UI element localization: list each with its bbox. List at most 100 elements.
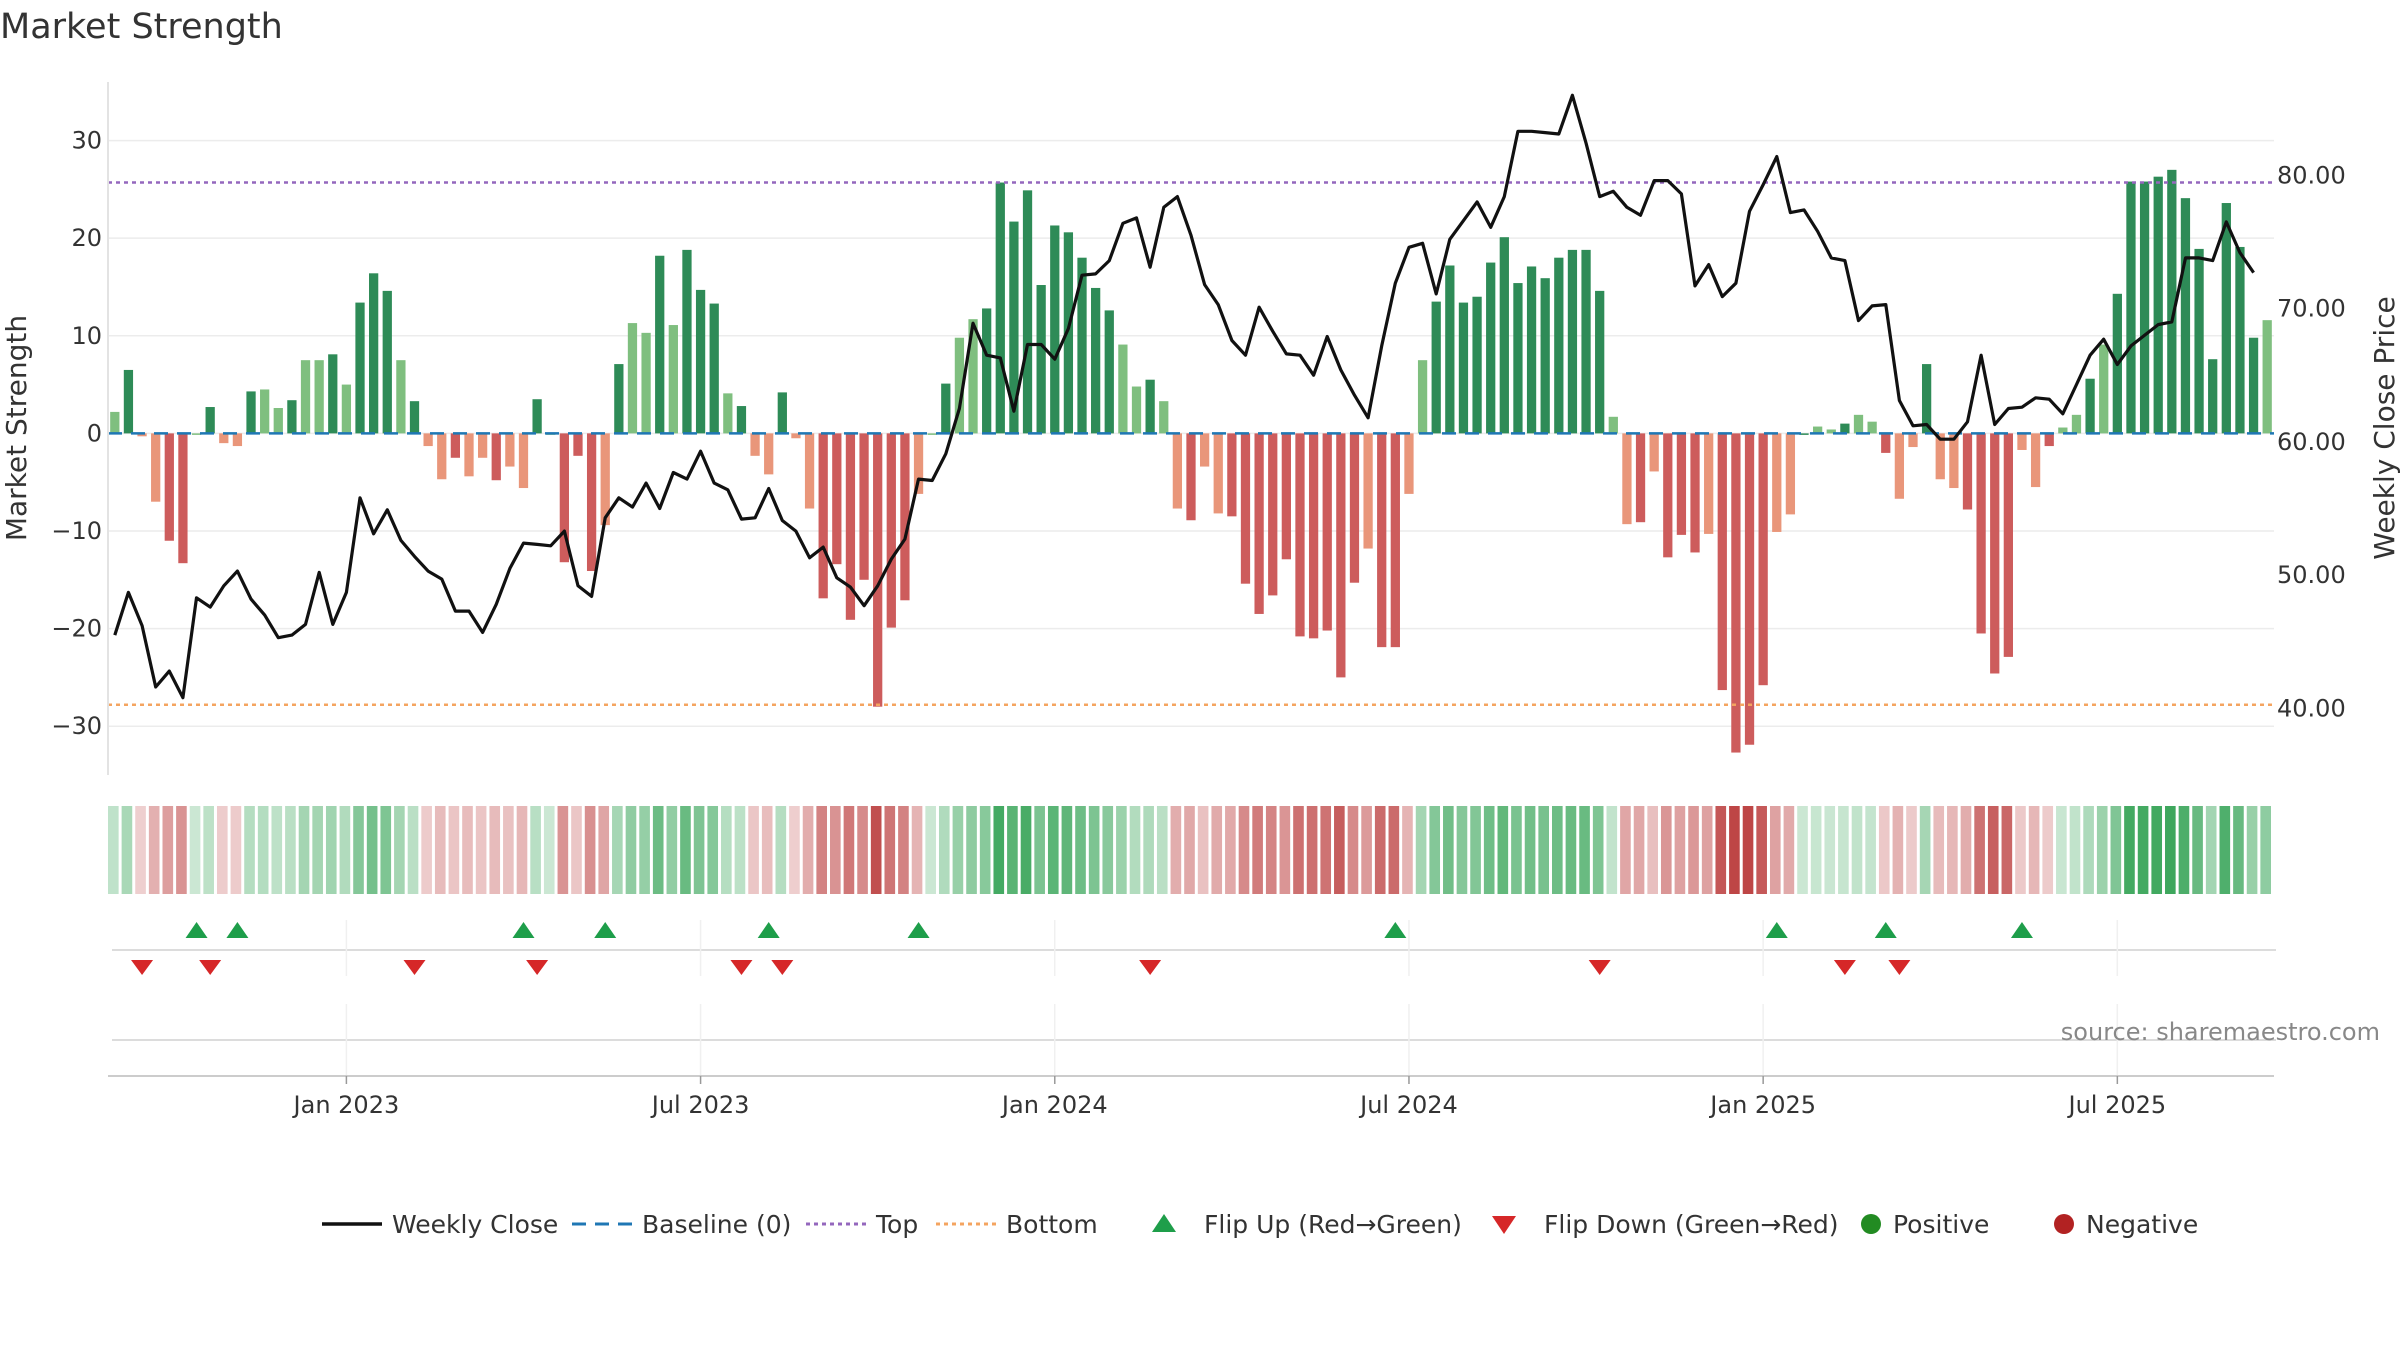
strength-bar bbox=[396, 360, 406, 434]
legend-label: Weekly Close bbox=[392, 1210, 558, 1239]
strength-bar bbox=[1908, 433, 1918, 448]
heat-cell bbox=[1279, 806, 1291, 894]
strength-bar bbox=[191, 433, 202, 435]
strength-bar bbox=[1104, 310, 1114, 434]
strength-bar bbox=[2262, 320, 2272, 434]
source-label: source: sharemaestro.com bbox=[2061, 1018, 2380, 1046]
heat-cell bbox=[884, 806, 896, 894]
strength-bar bbox=[437, 433, 447, 480]
strength-bar bbox=[1308, 433, 1319, 639]
heat-cell bbox=[938, 806, 950, 894]
legend-item: Negative bbox=[2054, 1210, 2198, 1239]
strength-bar bbox=[423, 433, 433, 447]
strength-bar bbox=[1404, 433, 1414, 494]
reference-lines bbox=[108, 181, 2274, 706]
strength-bar bbox=[804, 433, 815, 509]
strength-bar bbox=[260, 389, 270, 434]
strength-bar bbox=[1390, 433, 1400, 648]
heat-cell bbox=[1660, 806, 1672, 894]
heat-cell bbox=[1688, 806, 1699, 894]
strength-bar bbox=[1145, 379, 1155, 434]
heat-cell bbox=[1143, 806, 1154, 894]
heat-cell bbox=[584, 806, 596, 894]
strength-bar bbox=[1704, 433, 1714, 534]
strength-bar bbox=[1935, 433, 1945, 480]
strength-bar bbox=[2030, 433, 2041, 488]
flip-down-marker bbox=[1833, 960, 1856, 975]
heat-cell bbox=[830, 806, 841, 894]
strength-bar bbox=[1199, 433, 1210, 467]
strength-bar bbox=[1213, 433, 1223, 514]
heat-cell bbox=[870, 806, 882, 894]
heat-cell bbox=[1334, 806, 1345, 894]
heat-cell bbox=[2110, 806, 2122, 894]
strength-bar bbox=[1540, 278, 1550, 434]
strength-bar bbox=[1172, 433, 1183, 509]
heat-cell bbox=[693, 806, 705, 894]
strength-bar bbox=[341, 384, 352, 434]
heat-cell bbox=[121, 806, 133, 894]
strength-bar bbox=[1622, 433, 1632, 525]
heat-cell bbox=[707, 806, 719, 894]
strength-bar bbox=[968, 319, 978, 434]
strength-bar bbox=[151, 433, 161, 502]
strength-bar bbox=[954, 337, 965, 434]
strength-bar bbox=[886, 433, 896, 628]
heat-cell bbox=[857, 806, 868, 894]
strength-bar bbox=[1472, 296, 1482, 434]
strength-heat-strip bbox=[108, 806, 2271, 894]
strength-bar bbox=[2126, 181, 2136, 434]
heat-cell bbox=[1361, 806, 1372, 894]
strength-bar bbox=[791, 433, 801, 439]
strength-bar bbox=[1744, 433, 1755, 745]
heat-cell bbox=[1347, 806, 1359, 894]
heat-cell bbox=[2083, 806, 2094, 894]
heat-cell bbox=[366, 806, 378, 894]
heat-cell bbox=[1851, 806, 1863, 894]
strength-bar bbox=[369, 273, 379, 434]
strength-bar bbox=[2099, 344, 2109, 434]
heat-cell bbox=[216, 806, 228, 894]
strength-bar bbox=[1676, 433, 1687, 535]
strength-bar bbox=[982, 308, 992, 434]
legend-label: Bottom bbox=[1006, 1210, 1098, 1239]
strength-bar bbox=[1322, 433, 1332, 631]
strength-bar bbox=[1799, 433, 1809, 435]
strength-bar bbox=[1349, 433, 1360, 583]
strength-bar bbox=[586, 433, 597, 572]
heat-cell bbox=[625, 806, 637, 894]
strength-bar bbox=[1785, 433, 1796, 515]
strength-bar bbox=[1268, 433, 1278, 596]
strength-bars bbox=[110, 169, 2272, 753]
flip-up-marker bbox=[226, 922, 249, 938]
right-axis-label: Weekly Close Price bbox=[2368, 296, 2400, 559]
legend-item: Positive bbox=[1861, 1210, 1989, 1239]
strength-bar bbox=[750, 433, 760, 456]
heat-cell bbox=[734, 806, 746, 894]
strength-bar bbox=[355, 302, 365, 434]
right-axis-ticks: 80.00 70.00 60.00 50.00 40.00 bbox=[2277, 161, 2346, 722]
heat-cell bbox=[952, 806, 964, 894]
legend-label: Flip Up (Red→Green) bbox=[1204, 1210, 1462, 1239]
flip-up-marker bbox=[185, 922, 208, 938]
heat-cell bbox=[530, 806, 541, 894]
heat-cell bbox=[1878, 806, 1890, 894]
heat-cell bbox=[394, 806, 405, 894]
strength-bar bbox=[1009, 221, 1019, 434]
flip-down-marker bbox=[526, 960, 549, 975]
legend-label: Top bbox=[875, 1210, 918, 1239]
flip-up-marker bbox=[907, 922, 930, 938]
strength-bar bbox=[1336, 433, 1346, 678]
heat-cell bbox=[571, 806, 582, 894]
strength-bar bbox=[1608, 416, 1618, 434]
strength-bar bbox=[777, 392, 787, 434]
x-axis-ticks: Jan 2023 Jul 2023 Jan 2024 Jul 2024 Jan 2025… bbox=[108, 1075, 2274, 1119]
heat-cell bbox=[339, 806, 351, 894]
x-tick-label: Jul 2024 bbox=[1358, 1091, 1458, 1119]
strength-bar bbox=[736, 406, 747, 434]
strength-bar bbox=[913, 433, 924, 494]
strength-bar bbox=[314, 360, 324, 434]
left-tick-label: 20 bbox=[71, 224, 102, 252]
heat-cell bbox=[652, 806, 664, 894]
